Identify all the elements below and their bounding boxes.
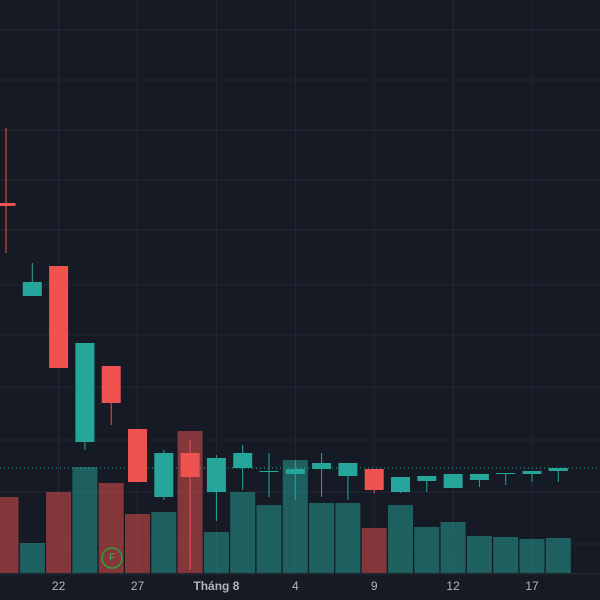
volume-bar: [72, 467, 98, 573]
x-tick-label: Tháng 8: [193, 579, 239, 593]
volume-bar: [388, 505, 413, 573]
candle-body: [364, 469, 384, 490]
candle-body: [233, 453, 253, 468]
candle-body: [522, 471, 542, 474]
candle-body: [75, 343, 95, 442]
candle-body: [206, 458, 226, 492]
candle-body: [49, 266, 69, 368]
volume-bar: [545, 538, 571, 573]
x-tick-label: 4: [292, 579, 299, 593]
candle-body: [128, 429, 147, 482]
volume-bar: [335, 503, 361, 573]
candle-body: [101, 366, 121, 403]
volume-bar: [493, 537, 519, 573]
candle-body: [22, 282, 42, 296]
candle-body: [417, 476, 437, 481]
volume-bar: [125, 514, 150, 573]
volume-bar: [203, 532, 229, 573]
x-tick-label: 17: [525, 579, 539, 593]
volume-bar: [46, 492, 72, 573]
volume-bar: [414, 527, 440, 573]
candle-body: [180, 453, 200, 477]
x-tick-label: 27: [131, 579, 145, 593]
candle-body: [548, 468, 568, 471]
volume-bar: [151, 512, 177, 573]
volume-bar: [19, 543, 45, 573]
volume-bar: [309, 503, 335, 573]
volume-bar: [466, 536, 492, 573]
x-tick-label: 9: [371, 579, 378, 593]
candle-body: [285, 469, 305, 474]
volume-bar: [230, 492, 256, 573]
candle-body: [312, 463, 332, 469]
candle-body: [443, 474, 463, 488]
volume-bar: [0, 497, 19, 573]
volume-bar: [440, 522, 466, 573]
candle-body: [154, 453, 174, 497]
volume-bar: [519, 539, 545, 573]
volume-bar: [361, 528, 387, 573]
candle-body: [391, 477, 410, 492]
candle-body: [469, 474, 489, 480]
x-tick-label: 12: [446, 579, 460, 593]
candle-body: [259, 471, 279, 472]
candle-body: [496, 473, 516, 474]
event-marker-label: F: [109, 553, 115, 564]
candle-body: [338, 463, 358, 476]
volume-bar: [256, 505, 282, 573]
candle-body: [0, 203, 16, 206]
event-marker[interactable]: [101, 547, 123, 569]
volume-bar: [98, 483, 124, 573]
x-tick-label: 22: [52, 579, 66, 593]
